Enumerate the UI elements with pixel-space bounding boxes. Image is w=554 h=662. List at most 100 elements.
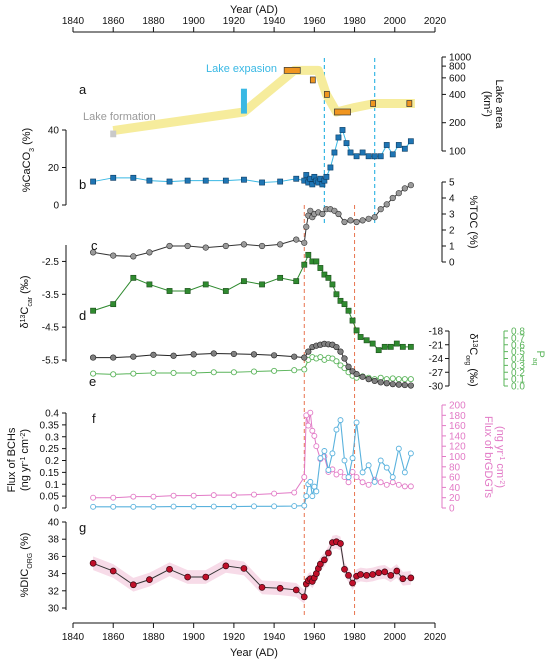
brgdgt-point [301,474,308,481]
caco3-point [365,153,372,160]
caco3-point [377,153,384,160]
panel-e-org-y-tick-label: -24 [429,354,444,365]
brgdgt-point [110,494,117,501]
d13c-org-point [301,354,308,361]
d13c-carb-point [353,327,360,334]
toc-point [166,242,173,250]
caco3-point [241,176,247,183]
panel-a-y-tick-label: 600 [449,73,466,84]
d13c-carb-point [222,288,229,294]
d13c-carb-point [345,307,352,314]
panel-e-paq-y-tick-label: 0.4 [511,354,525,365]
panel-f-brgdgt-y-tick-label: 160 [449,421,466,432]
bch-point [353,419,360,426]
caco3-point [90,178,97,185]
paq-point [401,376,408,383]
d13c-org-point [150,351,157,358]
panel-b-y-tick-label: 20 [48,163,60,174]
toc-point [130,253,137,260]
bch-point [251,503,257,510]
lake-area-interval [324,91,330,98]
paq-point [210,369,217,376]
brgdgt-point [407,483,414,490]
dic-point [341,565,348,573]
toc-point [301,239,308,246]
panel-f-brgdgt-y-tick-label: 140 [449,431,466,442]
bch-point [150,503,157,510]
caco3-point [347,149,354,156]
bch-point [90,503,97,510]
panel-f-bch-y-label-units: (ng yr-1 cm-2) [19,429,31,491]
d13c-carb-point [90,307,97,314]
d13c-org-point [353,370,360,378]
lake-area-interval [309,76,316,84]
d13c-carb-point [349,317,356,324]
toc-point [277,241,284,248]
x-tick-label-bottom: 2000 [384,632,407,643]
toc-point [184,242,191,250]
dic-point [202,573,210,581]
bch-point [365,462,372,469]
caco3-point [309,181,316,188]
paq-point [395,376,402,383]
caco3-point [259,179,265,186]
panel-f-bch-y-tick-label: 0.15 [40,468,60,479]
toc-point [258,242,266,250]
panel-f-brgdgt-y-tick-label: 60 [449,473,461,484]
x-tick-label-top: 1860 [102,16,125,27]
bch-point [329,450,336,457]
caco3-point [293,175,300,182]
bch-point [341,457,348,464]
d13c-carb-point [305,251,312,258]
brgdgt-point [383,481,390,488]
bch-point [349,455,356,462]
toc-point [365,215,372,222]
brgdgt-point [150,493,157,500]
panel-g-y-label-part: (%) [19,533,31,553]
panel-e-paq-y-tick-label: 0.1 [511,375,525,386]
lake-area-interval [370,100,376,107]
panel-b-y-label-part: 3 [29,148,36,152]
d13c-org-point [110,354,117,361]
d13c-org-point [291,353,298,360]
caco3-point [166,178,173,185]
bch-point [313,488,320,495]
brgdgt-point [170,492,177,499]
caco3-point [389,151,396,158]
lake-area-interval [283,67,301,74]
panel-label-e: e [89,374,96,389]
panel-a-y-label-part: Lake area [493,80,505,130]
caco3-point [110,174,117,181]
d13c-carb-point [166,288,173,294]
panel-d-y-label-part: 13 [20,314,27,322]
bch-point [230,503,237,510]
panel-g-y-label: %DICORG (%) [19,533,34,598]
x-tick-label-bottom: 1980 [343,632,366,643]
lake-expansion-bar [240,88,247,114]
d13c-org-point [383,380,390,387]
d13c-carb-point [341,301,348,308]
panel-g-y-tick-label: 40 [48,518,60,529]
d13c-org-point [210,350,217,357]
panel-f-brgdgt-y-label-units-part: -1 [499,454,506,460]
toc-point [222,242,229,250]
lake-area-interval [334,108,351,116]
d13c-carb-point [363,337,370,344]
dic-point [292,586,300,594]
panel-g-y-tick-label: 30 [48,604,60,615]
panel-label-d: d [79,308,86,323]
panel-g-y-label-part: ORG [27,553,34,569]
panel-c-y-tick-label: 2 [449,226,455,237]
toc-point [383,201,390,208]
d13c-org-point [305,348,312,355]
panel-f-bch-y-tick-label: 0.4 [45,409,59,420]
panel-e-paq-y-tick-label: 0.3 [511,361,525,372]
d13c-org-point [365,376,372,383]
brgdgt-point [377,479,384,486]
panel-f-bch-y-label-units-part: (ng yr [19,463,31,491]
brgdgt-point [190,492,197,499]
panel-d-y-label: δ13Ccar (‰) [19,276,34,329]
panel-c-y-tick-label: 4 [449,194,455,205]
panel-label-g: g [79,520,86,535]
